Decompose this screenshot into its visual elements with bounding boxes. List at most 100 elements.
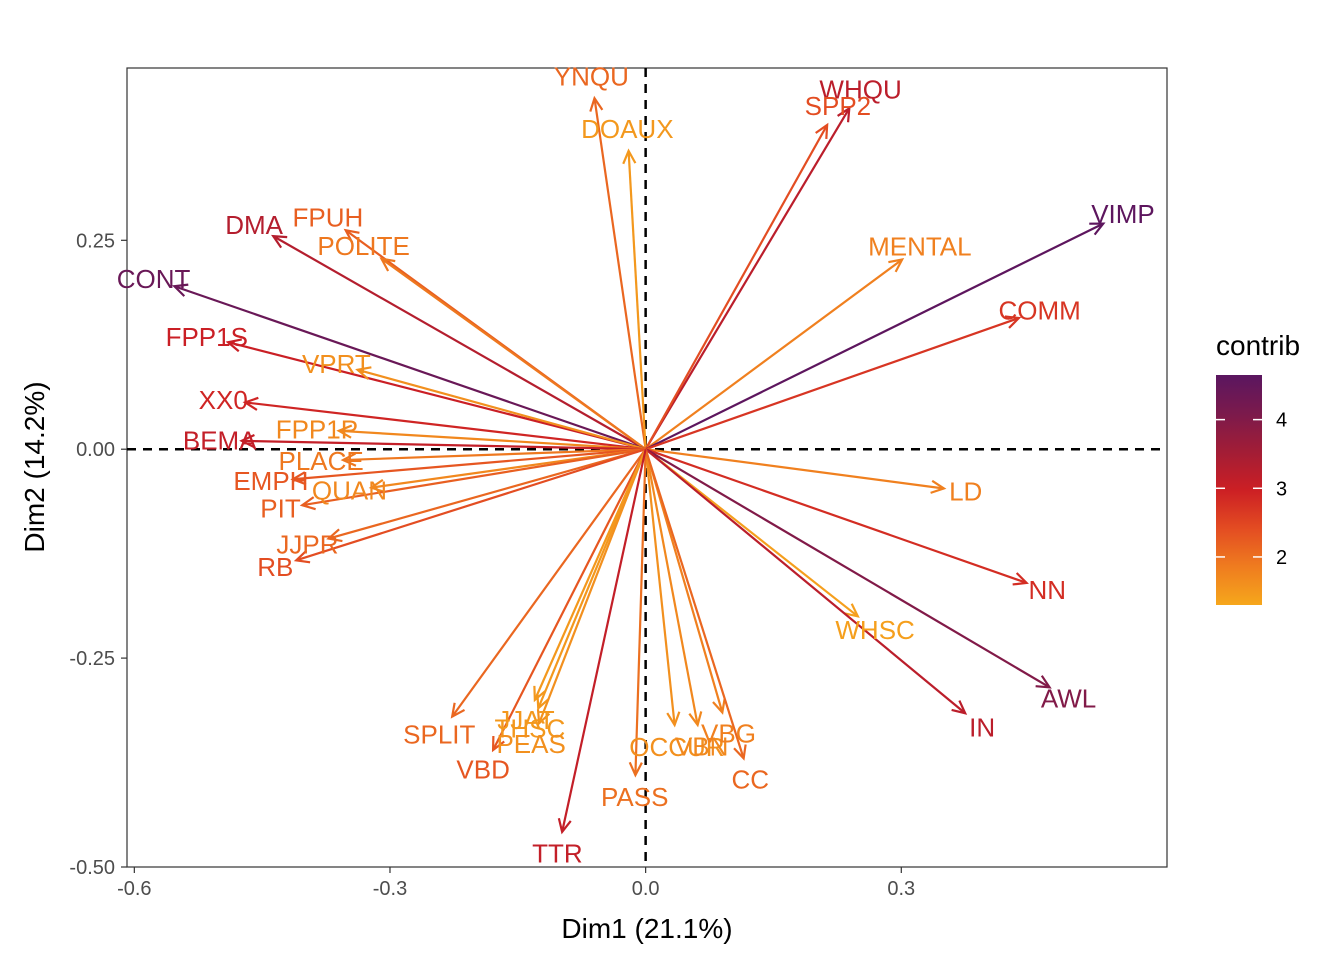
y-axis-ticks: 0.25 0.00 -0.25 -0.50 xyxy=(69,230,127,879)
arrowhead-pass xyxy=(628,761,643,778)
x-axis-title: Dim1 (21.1%) xyxy=(561,913,732,944)
label-vbn: VBN xyxy=(675,732,728,762)
label-split: SPLIT xyxy=(403,719,475,749)
arrow-doaux xyxy=(627,150,647,450)
y-axis-title: Dim2 (14.2%) xyxy=(19,381,50,552)
arrowhead-whsc xyxy=(843,603,860,618)
label-spp2: SPP2 xyxy=(805,91,872,121)
arrow-xx0 xyxy=(244,401,646,451)
label-emph: EMPH xyxy=(233,466,308,496)
arrow-dma xyxy=(272,235,647,451)
arrow-spp2 xyxy=(644,124,829,450)
label-peas: PEAS xyxy=(496,729,565,759)
legend-tick-label-3: 3 xyxy=(1276,478,1287,500)
arrowhead-jjpr xyxy=(326,528,343,543)
arrowhead-fpp1p xyxy=(336,424,353,439)
arrowhead-thsc xyxy=(536,694,550,711)
arrowhead-comm xyxy=(1004,315,1022,329)
arrowhead-nn xyxy=(1012,572,1029,586)
arrow-polite xyxy=(380,257,647,451)
arrowhead-fpuh xyxy=(343,228,360,244)
label-whqu: WHQU xyxy=(819,74,901,104)
arrow-pass xyxy=(634,449,647,776)
arrowhead-bema xyxy=(239,434,255,449)
label-ttr: TTR xyxy=(532,838,583,868)
arrow-vprt xyxy=(357,368,646,451)
arrowhead-peas xyxy=(536,709,551,726)
arrow-whqu xyxy=(644,107,851,450)
arrow-fpp1s xyxy=(227,341,646,451)
label-jjat: JJAT xyxy=(497,705,554,735)
x-tick-label--0-3: -0.3 xyxy=(373,878,407,900)
legend: contrib 2 3 4 xyxy=(1216,330,1300,605)
label-cont: CONT xyxy=(117,264,191,294)
arrow-split xyxy=(451,448,647,718)
legend-ticks: 2 3 4 xyxy=(1216,410,1287,569)
y-tick-label-0-00: 0.00 xyxy=(76,439,115,461)
arrowhead-rb xyxy=(293,549,311,564)
legend-tick-label-4: 4 xyxy=(1276,410,1287,432)
arrowhead-fpp1s xyxy=(225,338,243,353)
legend-tick-label-2: 2 xyxy=(1276,547,1287,569)
label-fpp1s: FPP1S xyxy=(166,322,248,352)
arrowhead-vbd xyxy=(491,735,505,753)
label-jjpr: JJPR xyxy=(276,530,338,560)
x-tick-label--0-6: -0.6 xyxy=(117,878,151,900)
arrowhead-vprt xyxy=(355,366,372,380)
label-vbg: VBG xyxy=(701,719,756,749)
arrowhead-quan xyxy=(368,478,385,493)
label-dma: DMA xyxy=(225,210,283,240)
arrow-cont xyxy=(174,285,646,451)
arrowhead-doaux xyxy=(622,148,637,165)
label-vimp: VIMP xyxy=(1091,199,1155,229)
arrowhead-cont xyxy=(171,283,189,297)
arrow-in xyxy=(644,448,966,715)
arrow-vbd xyxy=(492,448,647,751)
label-in: IN xyxy=(969,712,995,742)
x-tick-label-0-0: 0.0 xyxy=(632,878,660,900)
label-quan: QUAN xyxy=(312,476,387,506)
arrow-emph xyxy=(292,448,646,481)
arrowhead-jjat xyxy=(533,685,547,703)
y-tick-label--0-25: -0.25 xyxy=(69,648,115,670)
label-whsc: WHSC xyxy=(835,615,914,645)
arrow-cc xyxy=(644,448,745,759)
arrowhead-in xyxy=(951,700,968,715)
arrowhead-mental xyxy=(888,258,905,273)
label-rb: RB xyxy=(257,552,293,582)
arrowhead-spp2 xyxy=(815,122,829,140)
label-ld: LD xyxy=(949,476,982,506)
x-axis-ticks: -0.6 -0.3 0.0 0.3 xyxy=(117,867,915,900)
label-ynqu: YNQU xyxy=(554,61,629,91)
arrow-vbn xyxy=(644,448,699,726)
label-awl: AWL xyxy=(1041,684,1096,714)
label-bema: BEMA xyxy=(183,425,257,455)
arrowhead-emph xyxy=(290,471,307,486)
arrowhead-split xyxy=(450,702,466,719)
arrow-ld xyxy=(645,448,945,490)
arrowhead-vbg xyxy=(712,698,726,715)
arrowhead-awl xyxy=(1035,675,1052,689)
arrow-place xyxy=(343,448,646,462)
arrowhead-whqu xyxy=(837,106,851,123)
legend-title: contrib xyxy=(1216,330,1300,361)
label-occur: OCCUR xyxy=(629,732,724,762)
y-tick-label-0-25: 0.25 xyxy=(76,230,115,252)
label-xx0: XX0 xyxy=(199,385,248,415)
arrowhead-occur xyxy=(666,711,681,728)
label-thsc: THSC xyxy=(494,714,565,744)
arrowhead-dma xyxy=(271,234,288,249)
label-comm: COMM xyxy=(998,296,1080,326)
arrow-occur xyxy=(644,449,676,726)
label-cc: CC xyxy=(732,764,770,794)
variable-arrows xyxy=(171,95,1106,835)
label-fpp1p: FPP1P xyxy=(276,415,358,445)
arrow-mental xyxy=(644,258,903,451)
label-doaux: DOAUX xyxy=(581,114,673,144)
arrowhead-ttr xyxy=(557,818,572,835)
arrow-nn xyxy=(645,448,1027,584)
arrow-fpp1p xyxy=(338,429,646,451)
arrowhead-ynqu xyxy=(589,95,604,112)
